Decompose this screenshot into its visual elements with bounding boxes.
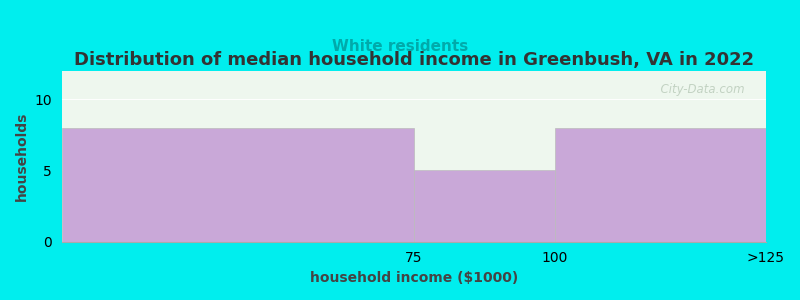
Text: City-Data.com: City-Data.com <box>654 82 745 95</box>
Bar <box>62 128 414 242</box>
Bar <box>414 170 554 242</box>
Y-axis label: households: households <box>15 112 29 201</box>
Title: Distribution of median household income in Greenbush, VA in 2022: Distribution of median household income … <box>74 51 754 69</box>
Text: White residents: White residents <box>332 39 468 54</box>
X-axis label: household income ($1000): household income ($1000) <box>310 271 518 285</box>
Bar <box>554 128 766 242</box>
